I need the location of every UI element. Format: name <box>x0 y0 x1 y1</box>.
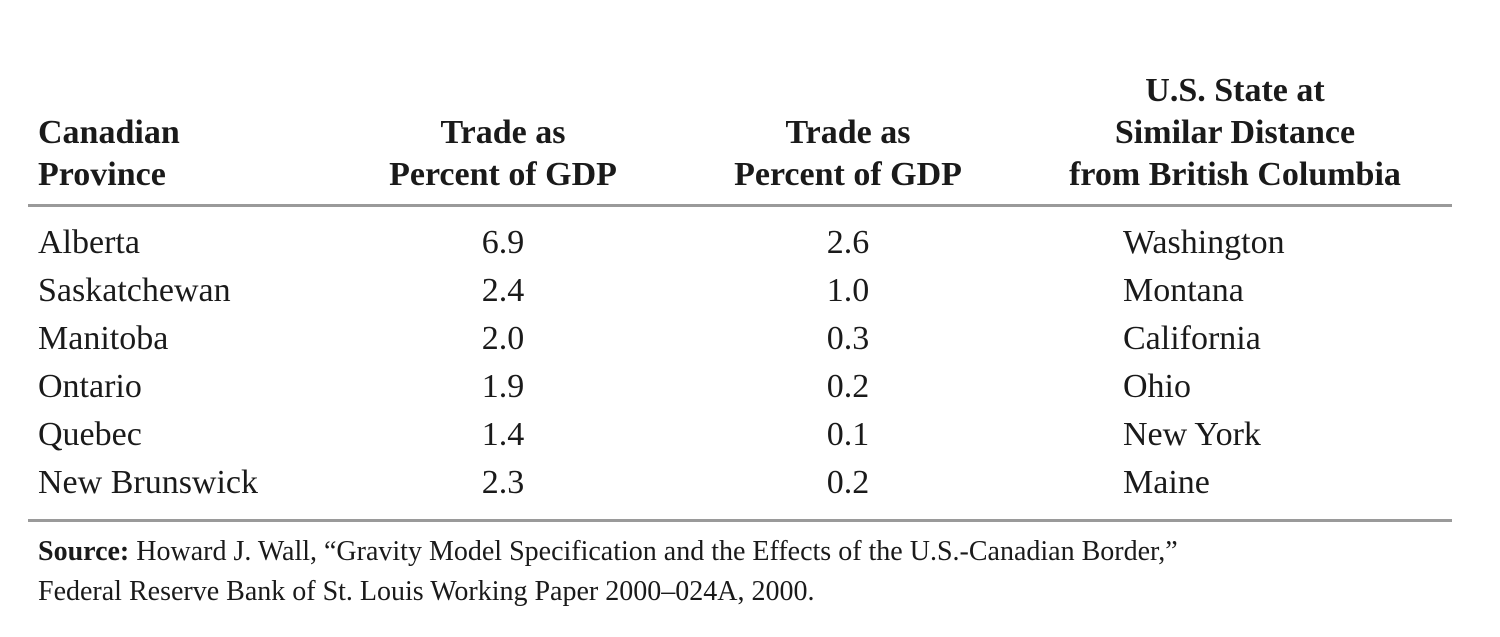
table-row: Manitoba 2.0 0.3 California <box>28 315 1452 363</box>
table-row: New Brunswick 2.3 0.2 Maine <box>28 459 1452 521</box>
province-cell: Quebec <box>38 416 142 453</box>
table-row: Saskatchewan 2.4 1.0 Montana <box>28 267 1452 315</box>
header-us-state: U.S. State at Similar Distance from Brit… <box>1069 72 1401 193</box>
trade-ca-cell: 1.9 <box>481 368 525 405</box>
trade-us-cell: 0.1 <box>826 416 870 453</box>
source-line-2: Federal Reserve Bank of St. Louis Workin… <box>38 576 815 607</box>
province-cell: Alberta <box>38 224 140 261</box>
trade-us-cell: 2.6 <box>826 224 870 261</box>
table-row: Alberta 6.9 2.6 Washington <box>28 206 1452 268</box>
trade-ca-cell: 2.3 <box>481 464 525 501</box>
trade-us-cell: 0.2 <box>826 464 870 501</box>
trade-us-cell: 0.2 <box>826 368 870 405</box>
province-cell: Ontario <box>38 368 142 405</box>
province-cell: Manitoba <box>38 320 169 357</box>
province-cell: New Brunswick <box>38 464 259 501</box>
trade-ca-cell: 2.0 <box>481 320 525 357</box>
state-cell: Washington <box>1123 224 1285 261</box>
state-cell: Maine <box>1123 464 1210 501</box>
header-row: Canadian Province Trade as Percent of GD… <box>28 70 1452 206</box>
source-note: Source: Howard J. Wall, “Gravity Model S… <box>38 532 1458 612</box>
trade-table-container: Canadian Province Trade as Percent of GD… <box>28 70 1452 522</box>
state-cell: Montana <box>1123 272 1244 309</box>
source-label: Source: <box>38 536 130 567</box>
state-cell: Ohio <box>1123 368 1191 405</box>
table-row: Ontario 1.9 0.2 Ohio <box>28 363 1452 411</box>
trade-us-cell: 1.0 <box>826 272 870 309</box>
province-cell: Saskatchewan <box>38 272 231 309</box>
header-trade-percent-gdp-2: Trade as Percent of GDP <box>734 114 962 193</box>
header-trade-percent-gdp-1: Trade as Percent of GDP <box>389 114 617 193</box>
header-canadian-province: Canadian Province <box>38 114 180 193</box>
state-cell: New York <box>1123 416 1261 453</box>
source-line-1: Howard J. Wall, “Gravity Model Specifica… <box>129 536 1178 567</box>
trade-ca-cell: 2.4 <box>481 272 525 309</box>
trade-ca-cell: 6.9 <box>481 224 525 261</box>
table-row: Quebec 1.4 0.1 New York <box>28 411 1452 459</box>
trade-us-cell: 0.3 <box>826 320 870 357</box>
trade-ca-cell: 1.4 <box>481 416 525 453</box>
trade-table: Canadian Province Trade as Percent of GD… <box>28 70 1452 522</box>
state-cell: California <box>1123 320 1261 357</box>
